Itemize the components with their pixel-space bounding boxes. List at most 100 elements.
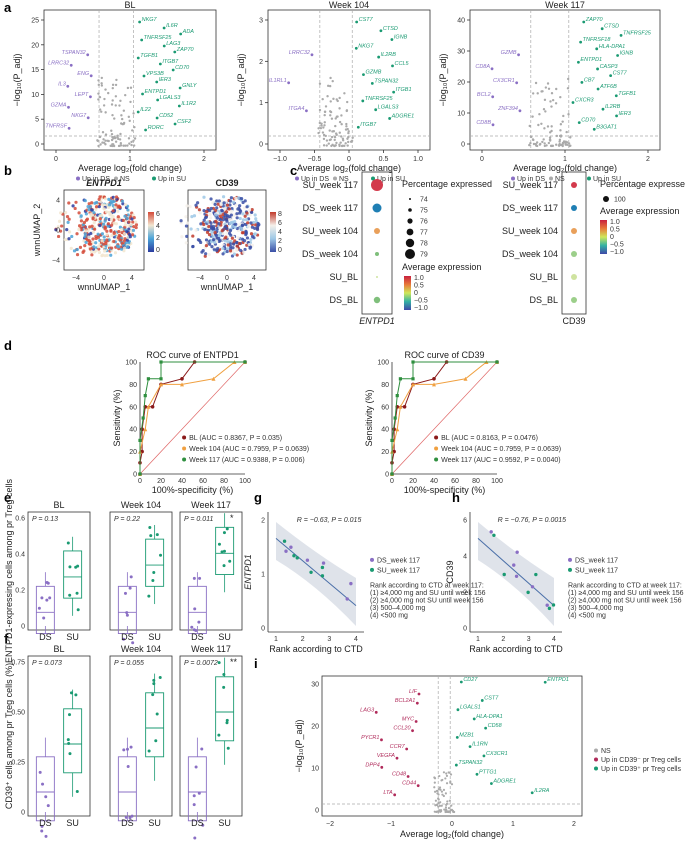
up-su-point (596, 87, 600, 91)
umap-cell (221, 195, 226, 199)
roc-marker (495, 360, 499, 364)
box-point (130, 814, 134, 818)
ns-point (129, 100, 132, 104)
ns-point (449, 808, 452, 812)
ns-point (450, 804, 453, 807)
roc-marker (159, 377, 163, 381)
up-ds-point (89, 95, 92, 99)
legend-label: Up in DS (301, 176, 329, 183)
box-point (151, 578, 155, 582)
ns-point (442, 788, 446, 791)
umap-cell (234, 203, 238, 207)
box-point (217, 542, 221, 546)
gene-label-su: TNFRSF25 (365, 96, 394, 102)
ns-point (97, 98, 100, 101)
volcano-title: Week 117 (545, 0, 585, 10)
x-tick-label: 4 (130, 275, 134, 282)
ns-point (433, 776, 436, 779)
regression-line (477, 538, 555, 606)
x-tick-label: −4 (72, 275, 80, 282)
x-tick-label: 0 (390, 478, 394, 485)
umap-cell (204, 215, 208, 219)
y-tick-label: 40 (457, 18, 465, 25)
up-su-point (592, 127, 596, 131)
ns-point (334, 124, 337, 128)
box-point (194, 629, 198, 633)
roc-marker (395, 394, 399, 398)
umap-cell (99, 200, 103, 204)
umap-cell (205, 210, 209, 214)
gene-label-su: ITGB7 (360, 122, 377, 128)
ns-point (102, 138, 105, 141)
ns-point (102, 104, 106, 107)
box-point (42, 616, 46, 620)
ns-point (131, 129, 134, 132)
gene-label-su: CXCR3 (575, 97, 595, 103)
x-axis-label: Average log₂(fold change) (297, 163, 401, 173)
roc-marker (411, 382, 415, 387)
avg-legend-label: −0.5 (610, 242, 624, 249)
up-ds-point (490, 67, 494, 71)
i-legend-label: NS (601, 748, 611, 755)
ns-point (120, 117, 124, 121)
ns-point (559, 95, 562, 99)
ns-point (345, 122, 348, 126)
box-point (217, 733, 221, 737)
corr-legend-swatch (568, 567, 572, 572)
umap-cell (225, 231, 229, 235)
ns-point (435, 803, 438, 806)
roc-curve (139, 361, 245, 474)
ns-point (567, 142, 571, 145)
umap-cell (192, 214, 197, 218)
umap-cell (248, 246, 252, 250)
ns-point (322, 133, 326, 137)
box-frame (109, 511, 173, 631)
up-su-point (571, 101, 575, 104)
panel-label-e: e (4, 490, 11, 505)
group-label: DS (121, 818, 134, 828)
umap-cell (240, 224, 244, 228)
x-tick-label: −1.0 (273, 156, 287, 163)
ns-point (127, 137, 131, 140)
up-su-point (356, 125, 360, 129)
umap-cell (228, 249, 233, 253)
box-iqr (145, 538, 165, 587)
box-frame (179, 511, 243, 631)
x-tick-label: 0 (54, 156, 58, 163)
group-label: SU (66, 818, 79, 828)
ns-point (340, 114, 343, 117)
y-tick-label: 4 (56, 198, 60, 205)
pct-legend-dot (409, 198, 411, 200)
umap-cell (207, 252, 211, 257)
umap-cell (205, 230, 210, 234)
ns-point (559, 143, 563, 147)
ns-point (448, 799, 451, 802)
gene-label-su: IER3 (619, 111, 632, 117)
ns-point (537, 123, 540, 127)
umap-cell (203, 254, 207, 258)
ns-point (104, 139, 107, 142)
ns-point (98, 135, 102, 139)
umap-cell (219, 202, 223, 207)
box-point (46, 804, 50, 808)
box-point (76, 564, 80, 568)
ns-point (346, 137, 349, 140)
ns-point (449, 781, 452, 784)
umap-cell (191, 244, 195, 249)
umap-cell (123, 223, 128, 227)
umap-cell (110, 246, 114, 250)
umap-cell (241, 200, 245, 205)
gene-label-ds: CD8A (475, 64, 490, 70)
umap-cell (249, 237, 253, 242)
corr-point (321, 561, 326, 565)
color-bar-label: 4 (156, 223, 160, 230)
box-point (192, 576, 196, 580)
gene-label-down: PYCR1 (361, 735, 379, 741)
umap-cell (102, 207, 106, 211)
y-tick-label: 0 (261, 626, 265, 633)
umap-cell (88, 247, 92, 251)
color-bar-label: 0 (278, 247, 282, 254)
x-axis-label: Average log₂(fold change) (513, 163, 617, 173)
dotplot-row-label: SU_week 117 (303, 180, 358, 190)
y-tick-label: 60 (381, 404, 389, 411)
